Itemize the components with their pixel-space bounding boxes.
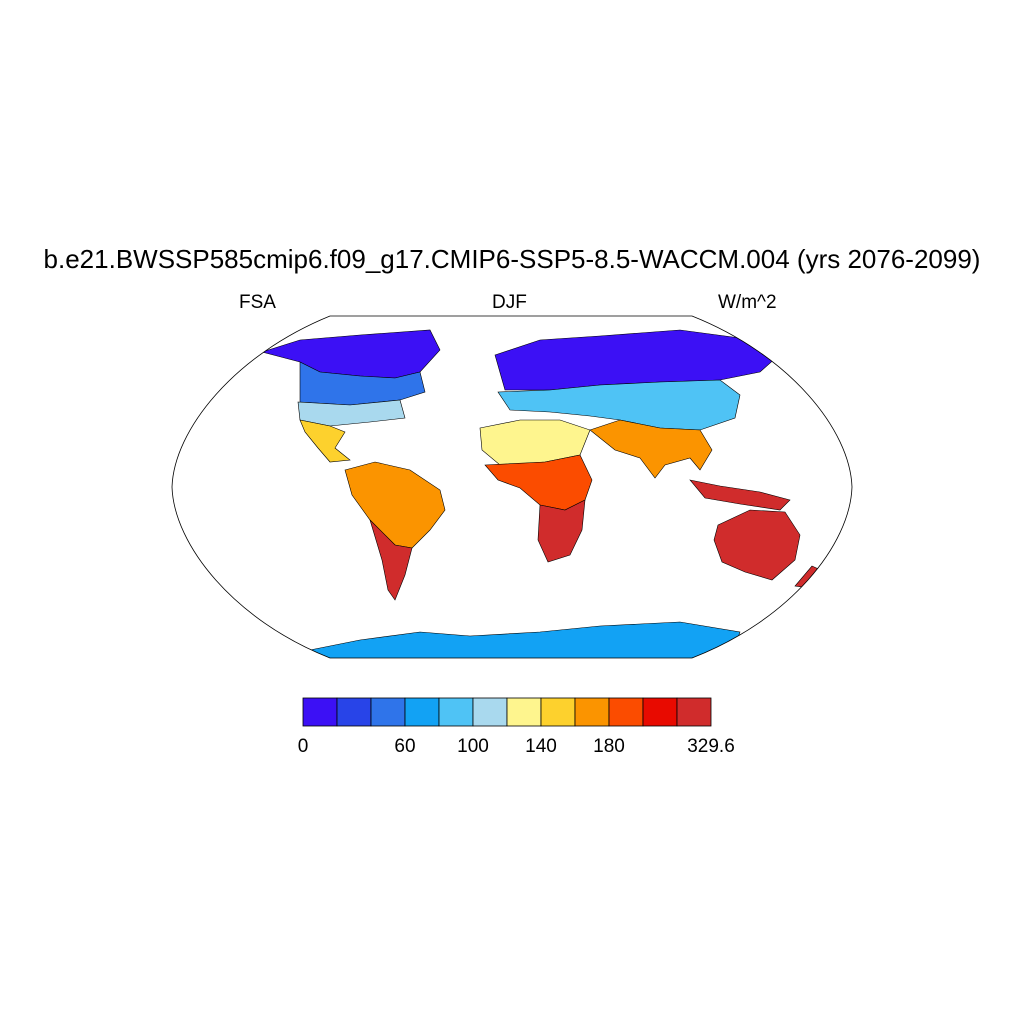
land-new-zealand <box>794 565 826 589</box>
colorbar-tick-label: 100 <box>457 736 489 757</box>
colorbar-box <box>302 697 338 727</box>
colorbar-box <box>438 697 474 727</box>
land-eurasia-mid <box>497 379 741 431</box>
land-australia <box>713 509 801 581</box>
land-north-america-north <box>260 329 441 379</box>
colorbar-box <box>336 697 372 727</box>
colorbar-box <box>574 697 610 727</box>
colorbar-box <box>676 697 712 727</box>
land-patagonia <box>369 519 413 601</box>
land-south-america <box>344 461 446 549</box>
land-indonesia <box>689 479 791 511</box>
colorbar-box <box>540 697 576 727</box>
colorbar-box <box>472 697 508 727</box>
units-label: W/m^2 <box>718 292 777 313</box>
globe-outline <box>171 315 853 659</box>
land-antarctica <box>299 621 741 658</box>
colorbar-tick-label: 0 <box>297 736 309 757</box>
colorbar <box>302 697 712 727</box>
season-label: DJF <box>492 292 527 313</box>
plot-title: b.e21.BWSSP585cmip6.f09_g17.CMIP6-SSP5-8… <box>43 244 981 274</box>
colorbar-tick-label: 140 <box>525 736 557 757</box>
colorbar-tick-label: 180 <box>593 736 625 757</box>
land-mexico <box>299 419 351 463</box>
land-africa-south <box>537 499 586 563</box>
land-eurasia-north <box>494 329 779 391</box>
colorbar-box <box>506 697 542 727</box>
colorbar-box <box>642 697 678 727</box>
colorbar-tick-label: 60 <box>394 736 416 757</box>
land-group <box>260 329 826 658</box>
colorbar-box <box>370 697 406 727</box>
variable-label: FSA <box>239 292 276 313</box>
land-south-asia <box>589 419 713 479</box>
colorbar-box <box>404 697 440 727</box>
colorbar-box <box>608 697 644 727</box>
colorbar-tick-label: 329.6 <box>687 736 735 757</box>
